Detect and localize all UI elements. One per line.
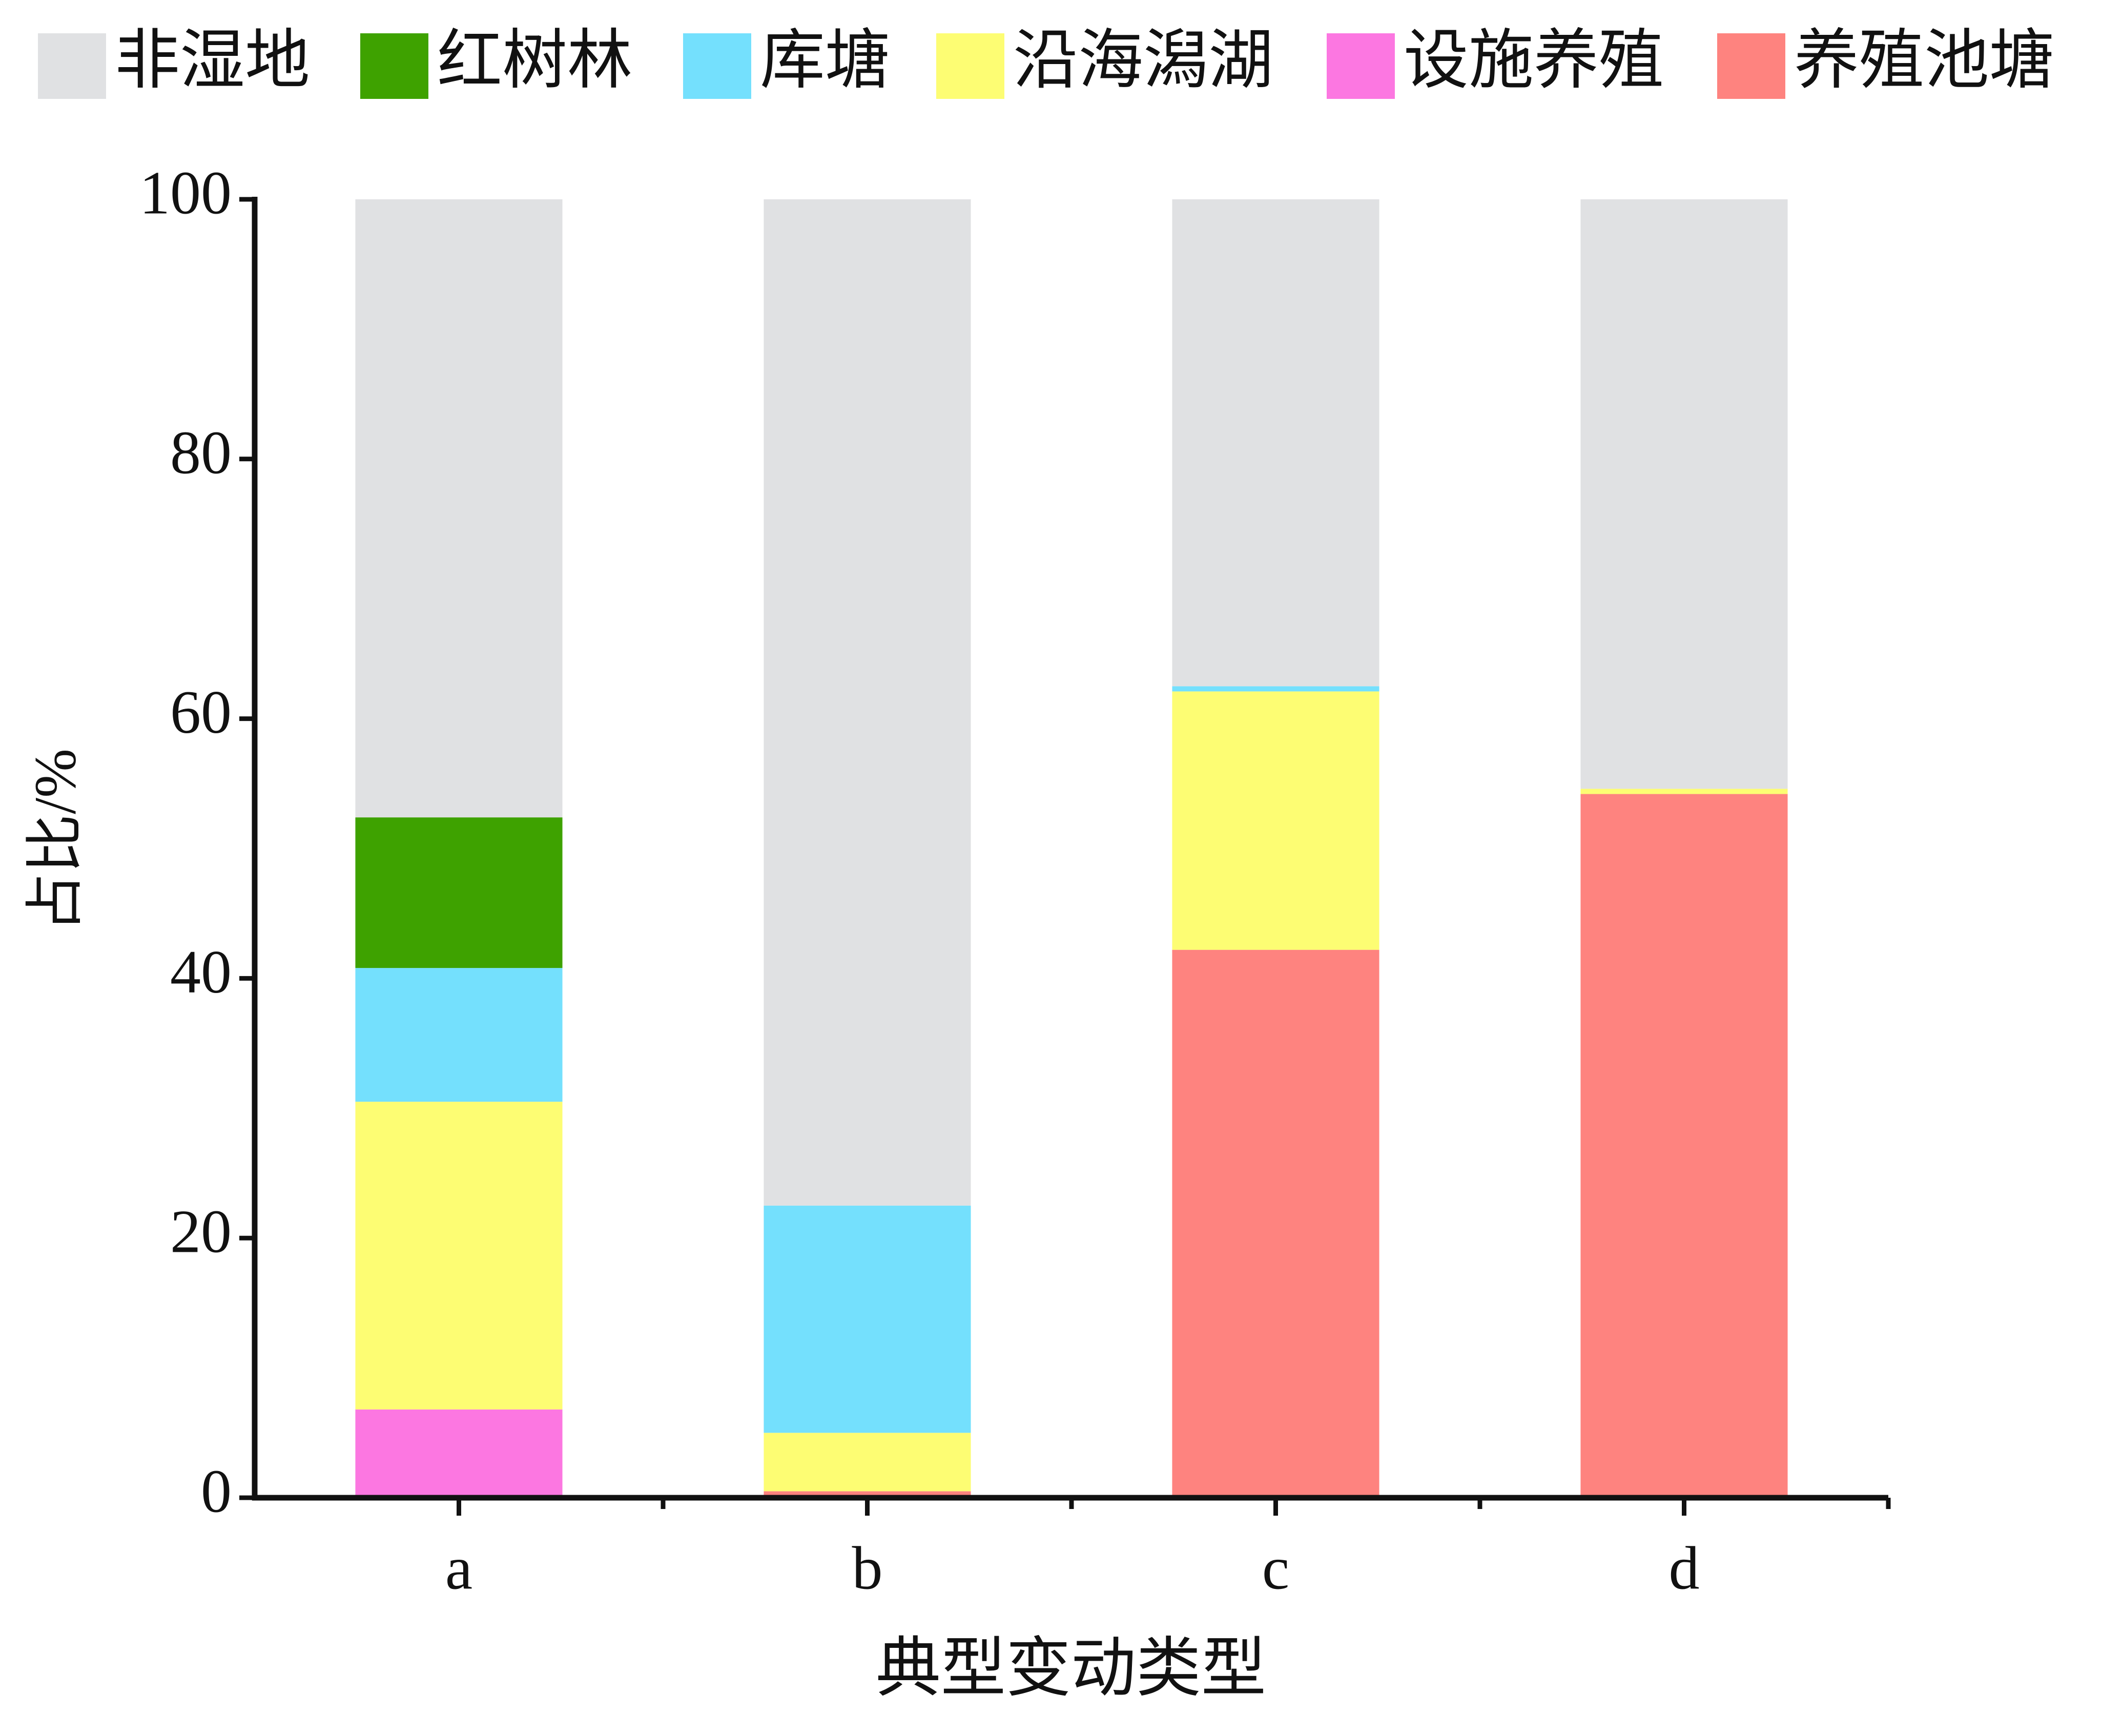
x-axis-title: 典型变动类型 (876, 1633, 1266, 1705)
legend-swatch (936, 33, 1004, 99)
y-tick-label: 40 (170, 938, 232, 1006)
y-tick-label: 80 (170, 418, 232, 486)
x-tick-label: c (1262, 1534, 1289, 1602)
bar-segment (355, 968, 563, 1102)
bar-segment (1172, 691, 1379, 950)
bar-segment (355, 817, 563, 968)
bar-segment (355, 1409, 563, 1498)
legend-label: 沿海潟湖 (1013, 25, 1273, 97)
x-tick-label: a (445, 1534, 472, 1602)
bar-segment (1172, 199, 1379, 687)
bar-segment (1580, 794, 1788, 1498)
legend-swatch (1717, 33, 1785, 99)
bar-segment (1580, 789, 1788, 794)
bar-segment (764, 1433, 971, 1492)
bar-segment (1172, 949, 1379, 1498)
y-tick-label: 60 (170, 678, 232, 746)
legend-label: 养殖池塘 (1794, 25, 2054, 97)
x-tick-label: d (1669, 1534, 1700, 1602)
y-tick-label: 0 (201, 1457, 232, 1525)
legend-swatch (360, 33, 428, 99)
legend-swatch (1327, 33, 1395, 99)
bar-segment (355, 1102, 563, 1410)
bar-segment (764, 199, 971, 1206)
bar-segment (764, 1205, 971, 1433)
y-axis-title: 占比/% (23, 749, 88, 932)
bar-segment (355, 199, 563, 818)
x-tick-label: b (852, 1534, 883, 1602)
legend-swatch (38, 33, 106, 99)
y-tick-label: 100 (139, 159, 232, 227)
legend-swatch (683, 33, 751, 99)
legend-label: 库塘 (760, 25, 890, 97)
legend-label: 非湿地 (115, 25, 310, 97)
legend-label: 设施养殖 (1404, 25, 1664, 97)
bar-segment (1580, 199, 1788, 789)
bar-segment (1172, 686, 1379, 692)
y-tick-label: 20 (170, 1197, 232, 1266)
legend-label: 红树林 (437, 25, 632, 97)
